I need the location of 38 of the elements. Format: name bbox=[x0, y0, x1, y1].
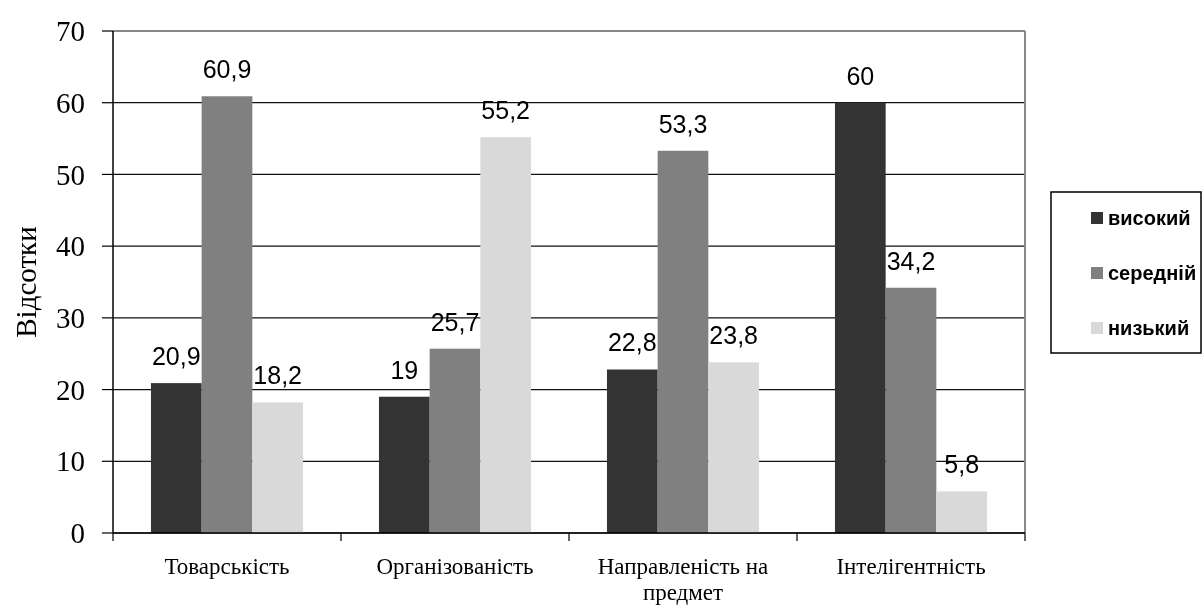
bar bbox=[834, 102, 886, 533]
y-tick-label: 10 bbox=[56, 445, 85, 478]
data-label: 22,8 bbox=[607, 328, 657, 357]
y-axis-title: Відсотки bbox=[10, 226, 43, 338]
bar bbox=[378, 396, 430, 533]
x-tick-label: Організованість bbox=[376, 554, 534, 580]
y-tick-label: 30 bbox=[56, 302, 85, 335]
legend-label: високий bbox=[1108, 207, 1191, 229]
data-label: 55,2 bbox=[481, 96, 531, 125]
bar bbox=[429, 348, 481, 533]
data-label: 53,3 bbox=[658, 109, 708, 138]
bar bbox=[150, 383, 202, 533]
bar bbox=[708, 362, 760, 533]
x-tick-label: Направленість на предмет bbox=[597, 554, 769, 605]
bar bbox=[252, 402, 304, 533]
bar bbox=[936, 491, 988, 533]
y-tick-label: 0 bbox=[70, 517, 85, 550]
y-tick-label: 20 bbox=[56, 373, 85, 406]
x-tick-label: Інтелігентність bbox=[836, 554, 986, 580]
y-tick-label: 60 bbox=[56, 86, 85, 119]
bar bbox=[606, 369, 658, 533]
bar bbox=[201, 96, 253, 533]
data-label: 34,2 bbox=[886, 246, 936, 275]
y-tick-label: 70 bbox=[56, 15, 85, 48]
data-label: 18,2 bbox=[253, 361, 303, 390]
bar bbox=[480, 137, 532, 533]
bar bbox=[657, 150, 709, 533]
y-tick-label: 40 bbox=[56, 230, 85, 263]
x-tick-label: Товарськість bbox=[164, 554, 290, 580]
legend-label: середній bbox=[1108, 262, 1197, 284]
data-label: 60 bbox=[846, 61, 875, 90]
bar bbox=[885, 287, 937, 533]
data-label: 20,9 bbox=[151, 342, 201, 371]
data-label: 19 bbox=[390, 355, 419, 384]
legend-label: низький bbox=[1108, 317, 1190, 339]
y-tick-label: 50 bbox=[56, 158, 85, 191]
data-label: 23,8 bbox=[709, 321, 759, 350]
data-label: 60,9 bbox=[202, 55, 252, 84]
